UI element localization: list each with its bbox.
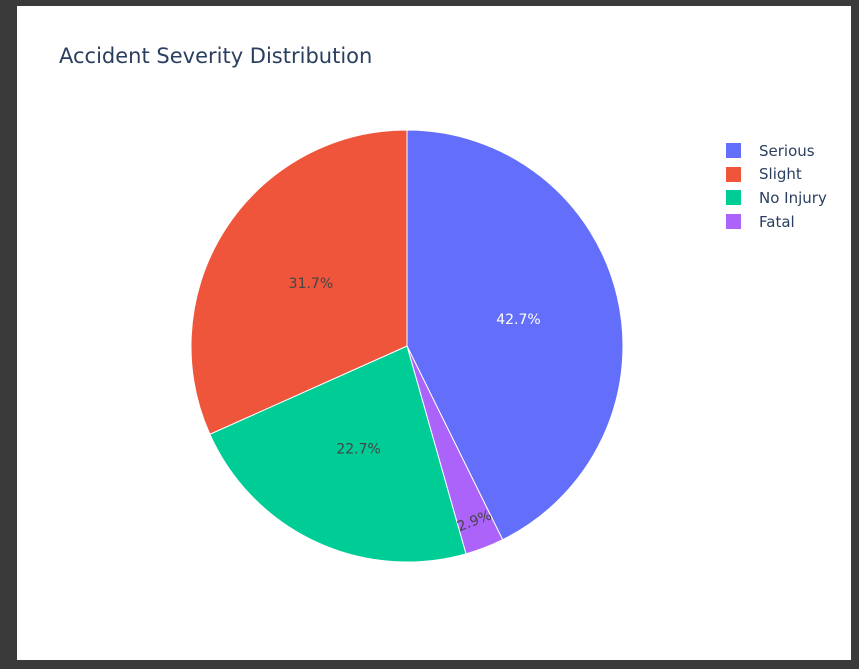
chart-title: Accident Severity Distribution bbox=[59, 44, 373, 68]
legend-swatch bbox=[726, 190, 741, 206]
slice-label-no-injury: 22.7% bbox=[336, 442, 380, 458]
legend-label: Slight bbox=[759, 165, 802, 184]
pie-slice-slight[interactable] bbox=[190, 129, 408, 435]
pie-slice-no-injury[interactable] bbox=[209, 345, 467, 563]
legend-label: No Injury bbox=[759, 188, 827, 207]
slice-label-serious: 42.7% bbox=[496, 312, 540, 328]
legend-item-fatal[interactable]: Fatal bbox=[726, 210, 827, 234]
legend-swatch bbox=[726, 214, 741, 230]
pie-slice-serious[interactable] bbox=[406, 129, 624, 541]
legend-label: Fatal bbox=[759, 212, 795, 231]
slice-label-slight: 31.7% bbox=[289, 276, 333, 292]
legend-swatch bbox=[726, 143, 741, 159]
legend-item-slight[interactable]: Slight bbox=[726, 163, 827, 187]
legend: Serious Slight No Injury Fatal bbox=[726, 139, 827, 233]
legend-item-serious[interactable]: Serious bbox=[726, 139, 827, 163]
legend-item-no-injury[interactable]: No Injury bbox=[726, 186, 827, 210]
legend-swatch bbox=[726, 166, 741, 182]
legend-label: Serious bbox=[759, 141, 815, 160]
